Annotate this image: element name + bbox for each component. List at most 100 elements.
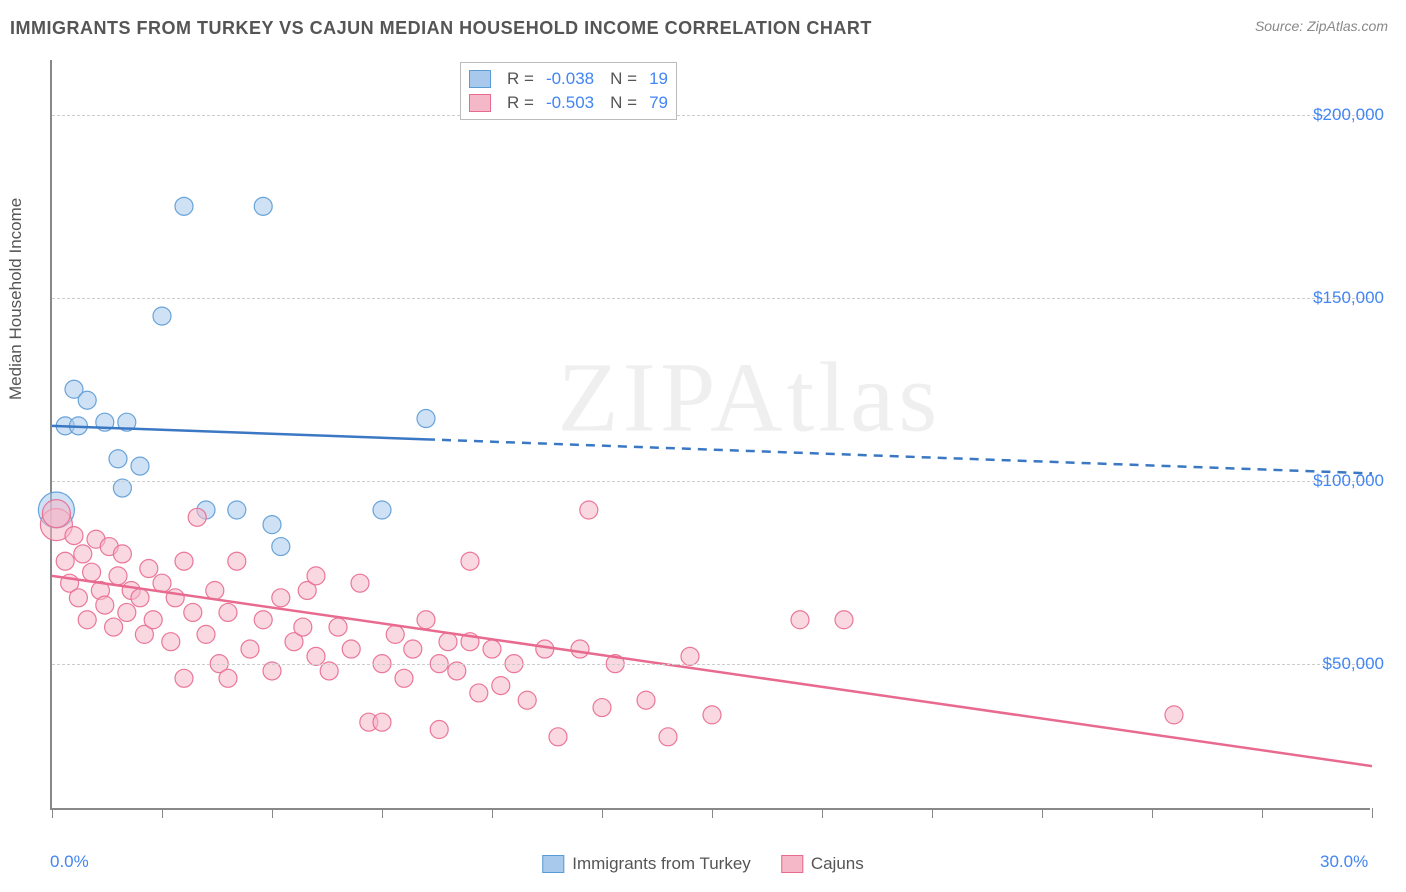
legend-stats-row: R = -0.503 N = 79 [469, 91, 668, 115]
scatter-point [373, 713, 391, 731]
x-tick [1262, 808, 1263, 818]
x-tick [272, 808, 273, 818]
legend-n-value: 79 [649, 93, 668, 113]
scatter-point [56, 552, 74, 570]
scatter-point [272, 538, 290, 556]
x-tick [822, 808, 823, 818]
scatter-point [118, 603, 136, 621]
legend-swatch-icon [469, 70, 491, 88]
legend-n-value: 19 [649, 69, 668, 89]
legend-r-value: -0.503 [546, 93, 594, 113]
scatter-point [404, 640, 422, 658]
scatter-point [448, 662, 466, 680]
scatter-point [518, 691, 536, 709]
scatter-point [188, 508, 206, 526]
legend-r-label: R = [507, 69, 534, 89]
legend-swatch-icon [469, 94, 491, 112]
scatter-point [219, 603, 237, 621]
legend-series-label: Cajuns [811, 854, 864, 874]
gridline-horizontal [52, 115, 1370, 116]
x-tick [602, 808, 603, 818]
legend-stats-box: R = -0.038 N = 19 R = -0.503 N = 79 [460, 62, 677, 120]
scatter-point [254, 197, 272, 215]
plot-svg [52, 60, 1370, 808]
scatter-point [329, 618, 347, 636]
x-tick [1042, 808, 1043, 818]
scatter-point [492, 677, 510, 695]
scatter-point [175, 552, 193, 570]
legend-series-label: Immigrants from Turkey [572, 854, 751, 874]
scatter-point [272, 589, 290, 607]
legend-n-label: N = [610, 69, 637, 89]
legend-n-label: N = [610, 93, 637, 113]
scatter-point [83, 563, 101, 581]
trend-line-dashed [426, 439, 1372, 473]
scatter-point [96, 596, 114, 614]
x-tick [492, 808, 493, 818]
gridline-horizontal [52, 664, 1370, 665]
scatter-point [153, 307, 171, 325]
scatter-point [417, 410, 435, 428]
scatter-point [113, 545, 131, 563]
x-tick [52, 808, 53, 818]
scatter-point [78, 391, 96, 409]
scatter-point [241, 640, 259, 658]
source-attribution: Source: ZipAtlas.com [1255, 18, 1388, 34]
scatter-point [439, 633, 457, 651]
scatter-point [637, 691, 655, 709]
legend-r-label: R = [507, 93, 534, 113]
legend-stats-row: R = -0.038 N = 19 [469, 67, 668, 91]
scatter-point [65, 527, 83, 545]
legend-swatch-icon [542, 855, 564, 873]
scatter-point [219, 669, 237, 687]
x-tick [1152, 808, 1153, 818]
scatter-point [153, 574, 171, 592]
scatter-point [430, 721, 448, 739]
trend-line-solid [52, 576, 1372, 766]
x-tick-label: 30.0% [1320, 852, 1368, 872]
scatter-point [144, 611, 162, 629]
scatter-point [263, 516, 281, 534]
scatter-point [386, 625, 404, 643]
x-tick [1372, 808, 1373, 818]
scatter-point [294, 618, 312, 636]
scatter-point [549, 728, 567, 746]
scatter-point [263, 662, 281, 680]
scatter-point [254, 611, 272, 629]
scatter-point [342, 640, 360, 658]
scatter-point [74, 545, 92, 563]
scatter-point [175, 669, 193, 687]
legend-series-item: Immigrants from Turkey [542, 854, 751, 874]
scatter-point [162, 633, 180, 651]
scatter-point [175, 197, 193, 215]
plot-area: ZIPAtlas [50, 60, 1370, 810]
scatter-point [351, 574, 369, 592]
scatter-point [307, 647, 325, 665]
scatter-point [461, 552, 479, 570]
y-tick-label: $150,000 [1313, 288, 1384, 308]
scatter-point [1165, 706, 1183, 724]
scatter-point [113, 479, 131, 497]
scatter-point [417, 611, 435, 629]
x-tick-label: 0.0% [50, 852, 89, 872]
scatter-point [681, 647, 699, 665]
scatter-point [206, 581, 224, 599]
y-axis-label: Median Household Income [6, 198, 26, 400]
scatter-point [791, 611, 809, 629]
chart-container: IMMIGRANTS FROM TURKEY VS CAJUN MEDIAN H… [0, 0, 1406, 892]
scatter-point [483, 640, 501, 658]
source-label: Source: [1255, 18, 1303, 34]
scatter-point [659, 728, 677, 746]
scatter-point [228, 552, 246, 570]
scatter-point [580, 501, 598, 519]
scatter-point [373, 501, 391, 519]
x-tick [932, 808, 933, 818]
legend-r-value: -0.038 [546, 69, 594, 89]
scatter-point [307, 567, 325, 585]
scatter-point [42, 500, 70, 528]
source-link[interactable]: ZipAtlas.com [1307, 18, 1388, 34]
scatter-point [470, 684, 488, 702]
y-tick-label: $50,000 [1323, 654, 1384, 674]
scatter-point [835, 611, 853, 629]
scatter-point [131, 589, 149, 607]
